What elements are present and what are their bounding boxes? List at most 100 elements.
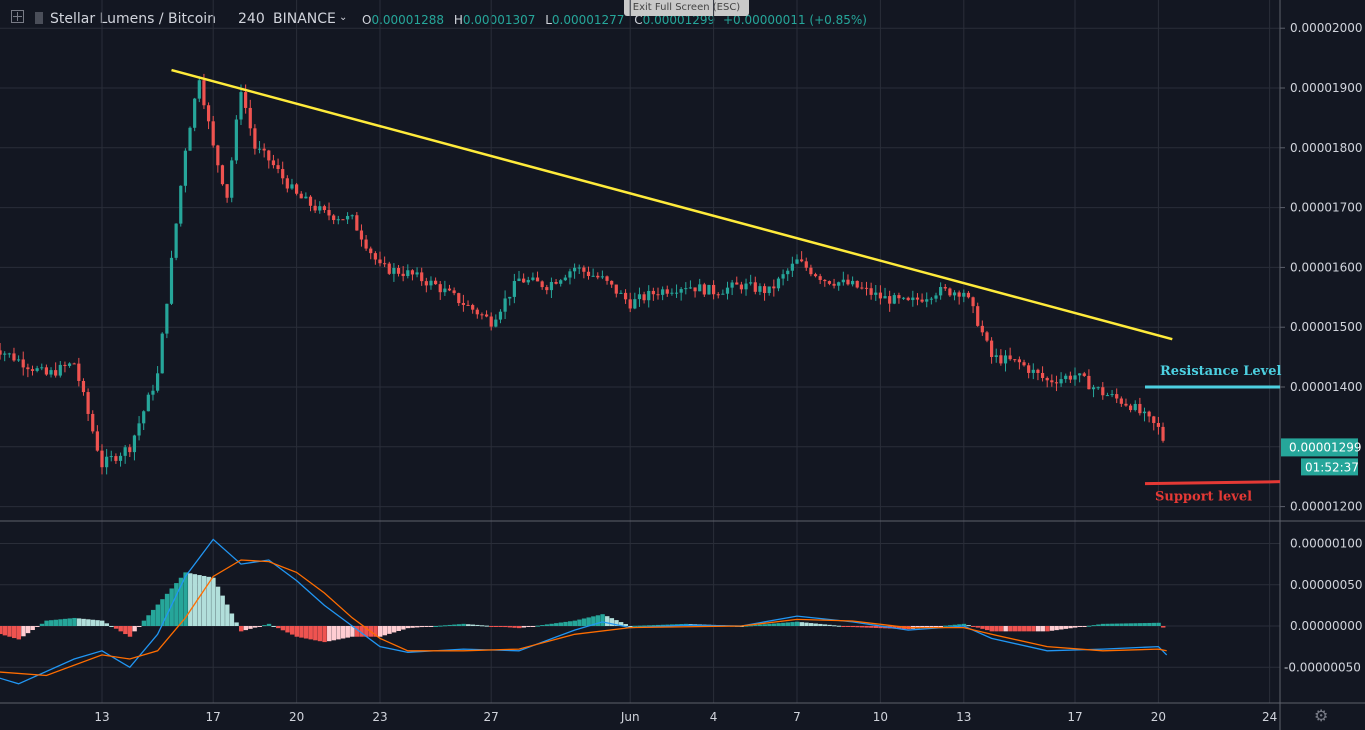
candle-body	[35, 368, 39, 371]
candle-body	[281, 169, 285, 179]
macd-histogram-bar	[415, 626, 420, 628]
candle-body	[929, 298, 933, 300]
macd-histogram-bar	[577, 619, 582, 626]
candle-body	[642, 294, 646, 301]
candle-body	[841, 279, 845, 283]
candle-body	[410, 270, 415, 275]
macd-histogram-bar	[354, 626, 360, 637]
price-series	[0, 73, 1165, 475]
macd-histogram-bar	[2, 626, 8, 636]
macd-histogram-bar	[113, 626, 119, 629]
macd-histogram-bar	[239, 626, 244, 632]
candle-body	[804, 261, 808, 268]
macd-histogram-bar	[563, 621, 568, 626]
macd-histogram-bar	[1022, 626, 1027, 632]
macd-histogram-bar	[234, 622, 239, 626]
interval-label[interactable]: 240	[238, 11, 265, 27]
candle-body	[1068, 375, 1072, 380]
candle-body	[707, 284, 711, 295]
time-tick-label: 24	[1262, 710, 1277, 724]
macd-histogram-bar	[146, 615, 151, 626]
candle-body	[146, 394, 150, 412]
macd-histogram-bar	[845, 626, 851, 627]
macd-histogram-bar	[646, 625, 652, 627]
candle-body	[586, 271, 591, 277]
candle-body	[846, 279, 850, 285]
candle-body	[396, 267, 401, 274]
candle-body	[12, 353, 16, 361]
candle-body	[758, 286, 762, 292]
macd-histogram-bar	[442, 625, 448, 627]
macd-histogram-bar	[1045, 626, 1050, 632]
macd-histogram-bar	[1091, 625, 1096, 627]
macd-histogram-bar	[1096, 624, 1101, 626]
signal-line	[0, 559, 1167, 677]
candle-body	[573, 267, 577, 272]
settings-gear-icon[interactable]: ⚙	[1314, 706, 1329, 725]
exit-fullscreen-button[interactable]: Exit Full Screen (ESC)	[624, 0, 749, 16]
macd-histogram-bar	[776, 623, 781, 626]
candle-body	[77, 363, 81, 381]
candle-body	[197, 80, 201, 99]
macd-histogram-bar	[896, 626, 902, 629]
candle-body	[91, 413, 95, 432]
macd-histogram-bar	[892, 626, 897, 629]
candle-body	[489, 316, 493, 327]
time-tick-label: 27	[484, 710, 499, 724]
price-tick-label: 0.00001600	[1290, 260, 1363, 274]
candle-body	[165, 303, 169, 334]
macd-histogram-bar	[0, 626, 3, 635]
macd-histogram-bar	[1156, 622, 1161, 626]
symbol-title[interactable]: Stellar Lumens / Bitcoin	[50, 11, 217, 27]
candle-body	[202, 80, 206, 106]
candle-body	[1008, 355, 1012, 360]
macd-histogram-bar	[1059, 626, 1064, 630]
macd-histogram-bar	[957, 624, 962, 626]
macd-histogram-bar	[781, 622, 786, 626]
macd-histogram-bar	[586, 617, 591, 626]
trendline	[171, 68, 1173, 341]
macd-histogram-bar	[1123, 623, 1129, 626]
macd-histogram-bar	[132, 626, 137, 632]
resistance-label: Resistance Level	[1160, 364, 1281, 379]
macd-histogram-bar	[637, 625, 642, 627]
macd-histogram-bar	[382, 626, 388, 636]
macd-histogram-bar	[16, 626, 21, 640]
macd-histogram-bar	[859, 626, 865, 628]
candle-body	[656, 294, 660, 296]
exchange-label[interactable]: BINANCE	[273, 11, 336, 27]
candle-body	[647, 290, 651, 301]
macd-histogram-bar	[81, 618, 86, 626]
candle-body	[730, 282, 734, 288]
candle-body	[3, 353, 7, 355]
macd-histogram-bar	[30, 626, 35, 631]
macd-histogram-bar	[424, 626, 429, 627]
candle-body	[276, 165, 280, 170]
candle-body	[211, 121, 215, 146]
macd-histogram-bar	[1068, 626, 1073, 629]
candle-body	[457, 293, 461, 304]
candle-body	[285, 178, 289, 189]
chevron-down-icon[interactable]: ⌄	[339, 12, 348, 23]
candle-body	[257, 148, 262, 150]
macd-histogram-bar	[832, 625, 837, 627]
candle-body	[980, 325, 984, 333]
macd-histogram-bar	[21, 626, 26, 637]
macd-histogram-bar	[1137, 623, 1143, 626]
crosshair-icon[interactable]	[11, 10, 24, 23]
candle-body	[364, 239, 368, 249]
support-label: Support level	[1155, 490, 1252, 505]
candle-body	[901, 297, 906, 299]
macd-histogram-bar	[428, 626, 434, 627]
macd-histogram-bar	[623, 624, 628, 626]
candle-body	[128, 447, 132, 453]
ohlc-values: O0.00001288 H0.00001307 L0.00001277 C0.0…	[362, 13, 867, 27]
macd-histogram-bar	[169, 588, 174, 626]
macd-histogram-bar	[35, 626, 40, 627]
macd-histogram-bar	[44, 620, 49, 626]
macd-histogram-bar	[614, 620, 619, 626]
candle-body	[1105, 395, 1110, 397]
macd-histogram-bar	[479, 625, 485, 627]
